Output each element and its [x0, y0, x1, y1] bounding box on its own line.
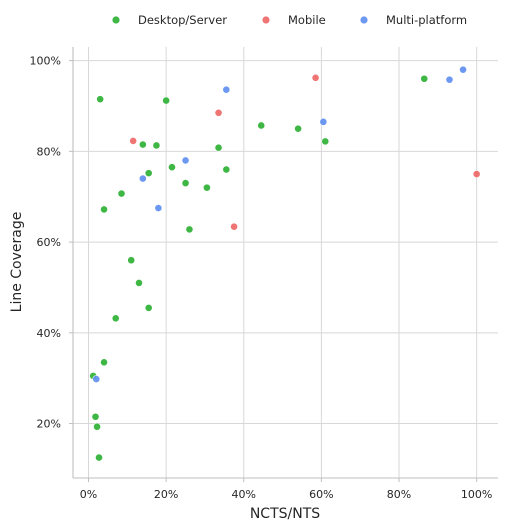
- data-point: [222, 85, 231, 94]
- data-point: [144, 303, 153, 312]
- data-point: [100, 205, 108, 214]
- data-point: [294, 124, 303, 133]
- data-point: [445, 75, 454, 84]
- data-point: [96, 95, 105, 104]
- y-tick-label: 100%: [30, 55, 61, 68]
- data-point: [95, 453, 103, 462]
- x-tick-label: 60%: [309, 488, 333, 501]
- x-tick-label: 100%: [461, 488, 492, 501]
- data-point: [100, 358, 108, 367]
- data-point: [138, 174, 147, 183]
- data-point: [162, 96, 171, 105]
- x-tick-label: 0%: [80, 488, 97, 501]
- legend-label: Mobile: [288, 13, 326, 27]
- data-point: [319, 117, 328, 126]
- x-axis-title: NCTS/NTS: [250, 506, 320, 522]
- legend-item: Desktop/Server: [112, 13, 227, 27]
- data-point: [138, 140, 147, 149]
- data-point: [129, 137, 138, 145]
- data-point: [222, 165, 231, 174]
- data-point: [472, 170, 481, 178]
- x-tick-label: 40%: [232, 488, 256, 501]
- y-axis-title: Line Coverage: [9, 212, 25, 313]
- data-point: [203, 183, 211, 192]
- data-point: [185, 225, 194, 234]
- data-point: [420, 74, 429, 83]
- data-points: [89, 65, 481, 462]
- x-tick-label: 80%: [387, 488, 411, 501]
- data-point: [135, 279, 143, 287]
- data-point: [181, 179, 190, 188]
- legend: Desktop/Server Mobile Multi-platform: [112, 13, 467, 27]
- legend-item: Mobile: [262, 13, 326, 27]
- legend-marker: [360, 16, 368, 24]
- y-tick-label: 80%: [37, 145, 61, 158]
- data-point: [91, 412, 100, 421]
- axes: [69, 47, 498, 482]
- data-point: [111, 314, 120, 323]
- x-tick-label: 20%: [154, 488, 178, 501]
- data-point: [154, 204, 163, 212]
- data-point: [152, 141, 161, 150]
- data-point: [144, 169, 153, 178]
- data-point: [311, 73, 320, 82]
- legend-label: Desktop/Server: [138, 13, 227, 27]
- legend-item: Multi-platform: [360, 13, 467, 27]
- y-tick-label: 40%: [37, 327, 61, 340]
- data-point: [117, 189, 126, 198]
- legend-label: Multi-platform: [386, 13, 467, 27]
- series-mobile: [129, 73, 481, 231]
- legend-marker: [112, 16, 120, 24]
- y-tick-label: 20%: [37, 418, 61, 431]
- data-point: [181, 156, 190, 165]
- data-point: [127, 256, 136, 265]
- legend-marker: [262, 16, 270, 24]
- data-point: [459, 65, 467, 74]
- data-point: [93, 422, 101, 431]
- data-point: [214, 108, 223, 117]
- tick-labels: 0% 20% 40% 60% 80% 100% 20% 40% 60% 80% 100%: [30, 55, 493, 501]
- series-multi-platform: [92, 65, 467, 383]
- data-point: [257, 121, 266, 130]
- data-point: [168, 163, 176, 172]
- y-tick-label: 60%: [37, 236, 61, 249]
- data-point: [321, 137, 330, 146]
- grid: [73, 47, 498, 478]
- data-point: [214, 143, 223, 152]
- data-point: [230, 222, 238, 231]
- series-desktop-server: [89, 74, 429, 462]
- data-point: [92, 375, 101, 383]
